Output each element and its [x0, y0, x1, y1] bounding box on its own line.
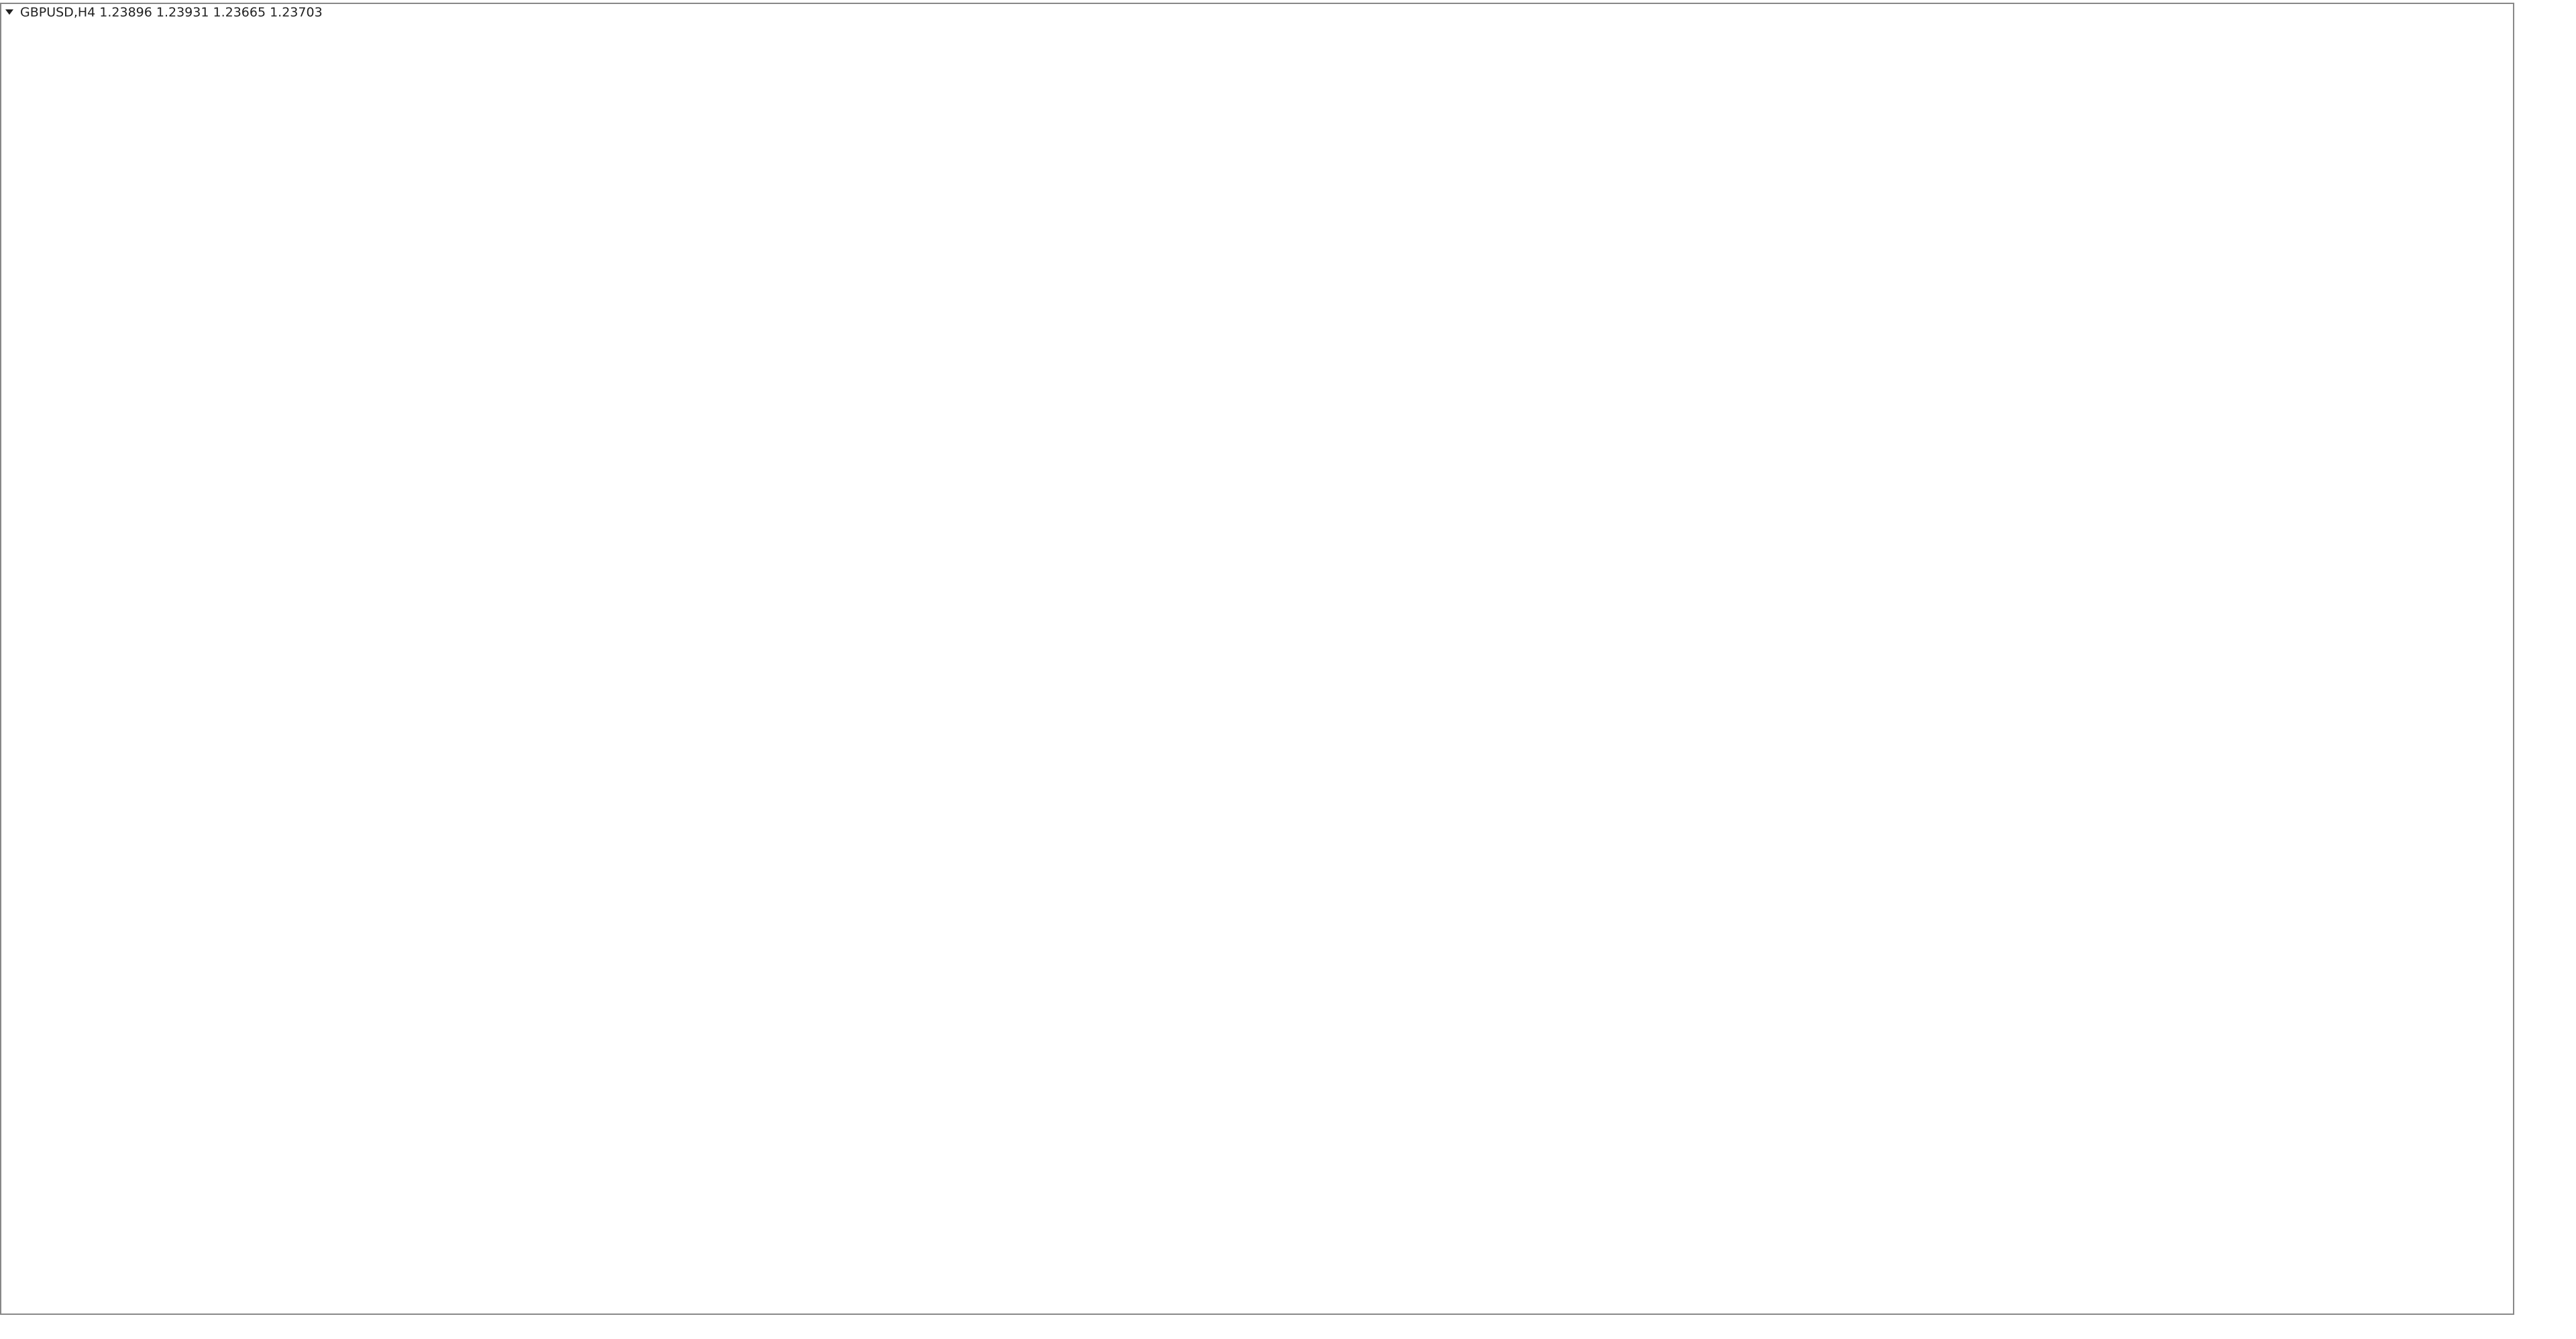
title-arrow — [5, 9, 13, 15]
plot-frame — [0, 3, 2514, 1315]
chart-title: GBPUSD,H4 1.23896 1.23931 1.23665 1.2370… — [20, 5, 323, 20]
